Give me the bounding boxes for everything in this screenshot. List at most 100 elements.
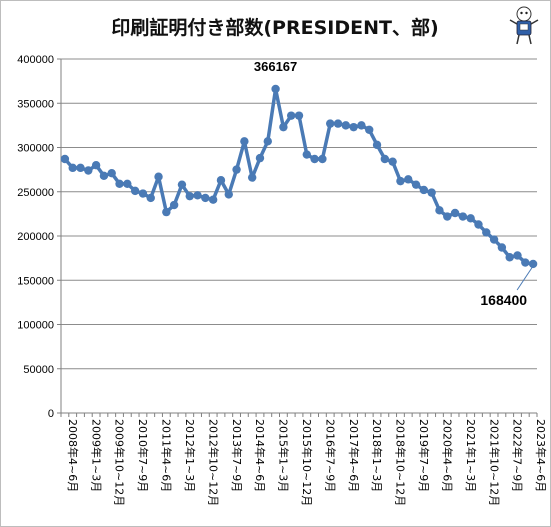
data-point bbox=[193, 191, 202, 200]
axes bbox=[60, 59, 538, 417]
data-point bbox=[263, 137, 272, 146]
x-tick-label: 2017年4~6月 bbox=[347, 419, 361, 492]
series-line bbox=[60, 84, 538, 269]
data-point bbox=[396, 176, 405, 186]
data-point bbox=[232, 165, 241, 174]
x-tick-label: 2013年7~9月 bbox=[230, 419, 244, 492]
data-point bbox=[130, 186, 140, 196]
data-point bbox=[169, 200, 179, 210]
data-point bbox=[357, 121, 366, 130]
y-tick-label: 100000 bbox=[17, 320, 54, 332]
x-tick-label: 2009年10~12月 bbox=[113, 419, 127, 506]
callout-line bbox=[516, 265, 534, 291]
data-point bbox=[286, 111, 296, 120]
y-tick-label: 0 bbox=[48, 408, 54, 420]
x-tick-label: 2010年7~9月 bbox=[136, 419, 150, 492]
data-point bbox=[380, 154, 390, 164]
x-tick-label: 2023年4~6月 bbox=[534, 419, 548, 492]
data-point bbox=[177, 180, 187, 189]
data-point bbox=[84, 166, 93, 175]
data-point bbox=[76, 163, 85, 173]
data-point bbox=[326, 119, 335, 128]
x-tick-label: 2020年4~6月 bbox=[440, 419, 454, 492]
annotations: 366167 168400 bbox=[254, 59, 534, 308]
x-tick-label: 2011年4~6月 bbox=[160, 419, 174, 492]
data-point bbox=[497, 243, 507, 252]
x-tick-label: 2009年1~3月 bbox=[89, 419, 103, 492]
peak-value-label: 366167 bbox=[254, 59, 297, 74]
y-tick-label: 300000 bbox=[17, 143, 54, 155]
data-point bbox=[365, 125, 374, 134]
data-point bbox=[185, 191, 194, 201]
data-point bbox=[224, 190, 233, 199]
x-tick-label: 2015年1~3月 bbox=[277, 419, 291, 492]
data-point bbox=[154, 172, 163, 181]
data-point bbox=[466, 214, 475, 223]
data-point bbox=[341, 121, 351, 130]
data-point bbox=[318, 154, 327, 164]
data-point bbox=[99, 171, 109, 181]
y-tick-label: 200000 bbox=[17, 231, 54, 243]
data-point bbox=[513, 251, 522, 260]
data-point bbox=[427, 188, 436, 197]
chart-title: 印刷証明付き部数(PRESIDENT、部) bbox=[111, 16, 438, 39]
data-point bbox=[123, 179, 132, 188]
data-point bbox=[528, 259, 538, 269]
data-point bbox=[68, 163, 77, 173]
data-point bbox=[458, 212, 468, 221]
x-axis-tick-labels: 2008年4~6月 2009年1~3月 2009年10~12月 2010年7~9月 20… bbox=[66, 419, 548, 506]
x-tick-label: 2021年10~12月 bbox=[487, 419, 501, 506]
data-point bbox=[162, 207, 171, 217]
data-point bbox=[115, 179, 124, 188]
x-tick-label: 2012年10~12月 bbox=[206, 419, 220, 506]
data-point bbox=[450, 208, 460, 218]
data-point bbox=[435, 206, 444, 215]
data-point bbox=[411, 180, 421, 189]
data-point bbox=[489, 235, 499, 244]
data-point bbox=[201, 193, 210, 203]
x-tick-label: 2021年1~3月 bbox=[464, 419, 478, 492]
data-point bbox=[91, 161, 101, 170]
data-point bbox=[60, 154, 70, 164]
latest-value-label: 168400 bbox=[480, 292, 527, 308]
data-point bbox=[271, 84, 280, 94]
data-point bbox=[240, 137, 249, 146]
y-axis-tick-labels: 0 50000 100000 150000 200000 250000 300000 3500… bbox=[17, 54, 54, 420]
y-tick-label: 150000 bbox=[17, 275, 54, 287]
data-point bbox=[138, 189, 148, 198]
data-point bbox=[521, 258, 530, 267]
y-tick-label: 350000 bbox=[17, 98, 54, 110]
data-point bbox=[216, 176, 226, 185]
x-tick-label: 2018年10~12月 bbox=[394, 419, 408, 506]
data-point bbox=[255, 153, 265, 163]
data-point bbox=[294, 111, 304, 120]
data-point bbox=[372, 140, 382, 150]
data-point bbox=[208, 195, 218, 204]
x-tick-label: 2016年7~9月 bbox=[323, 419, 337, 492]
x-tick-label: 2022年7~9月 bbox=[511, 419, 525, 492]
data-point bbox=[302, 150, 312, 159]
data-point bbox=[333, 119, 343, 128]
data-point bbox=[474, 220, 483, 229]
x-tick-label: 2008年4~6月 bbox=[66, 419, 80, 492]
mascot-illustration bbox=[509, 6, 539, 45]
x-tick-label: 2018年1~3月 bbox=[370, 419, 384, 492]
data-point bbox=[419, 185, 429, 195]
data-point bbox=[482, 228, 491, 237]
data-point bbox=[107, 168, 116, 178]
data-point bbox=[349, 122, 358, 132]
data-point bbox=[310, 154, 319, 164]
y-tick-label: 50000 bbox=[23, 364, 54, 376]
x-tick-label: 2019年7~9月 bbox=[417, 419, 431, 492]
x-tick-label: 2015年10~12月 bbox=[300, 419, 314, 506]
data-point bbox=[505, 253, 514, 262]
data-point bbox=[388, 157, 397, 166]
x-tick-label: 2014年4~6月 bbox=[253, 419, 267, 492]
data-point bbox=[247, 173, 257, 182]
data-point bbox=[404, 175, 413, 184]
y-tick-label: 250000 bbox=[17, 187, 54, 199]
data-point bbox=[146, 193, 155, 203]
data-point bbox=[443, 212, 452, 221]
x-tick-label: 2012年1~3月 bbox=[183, 419, 197, 492]
